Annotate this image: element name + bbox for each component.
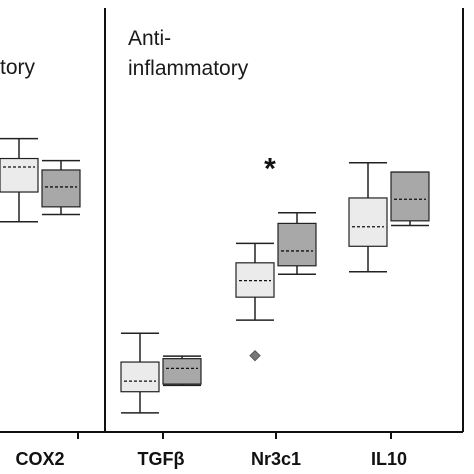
section-label-anti-line1: Anti- <box>128 27 171 50</box>
box-tgfβ-s0 <box>120 332 160 414</box>
x-tick-label-cox2: COX2 <box>15 449 64 469</box>
box-body <box>390 171 430 222</box>
box-body <box>120 361 160 393</box>
box-nr3c1-s1 <box>277 212 317 276</box>
box-body <box>41 169 81 208</box>
outlier-point-0 <box>249 349 261 362</box>
box-nr3c1-s0 <box>235 242 275 362</box>
box-cox2-s0 <box>0 137 39 223</box>
section-label-proinflammatory: tory <box>0 56 36 79</box>
plot-frame <box>0 8 464 439</box>
box-il10-s1 <box>390 171 430 227</box>
box-il10-s0 <box>348 162 388 273</box>
box-group <box>0 137 430 414</box>
x-tick-label-tgf: TGFβ <box>138 449 185 469</box>
section-label-anti-line2: inflammatory <box>128 57 249 80</box>
x-tick-label-nr3c1: Nr3c1 <box>251 449 301 469</box>
x-tick-labels: COX2 TGFβ Nr3c1 IL10 <box>15 449 407 469</box>
annotation-group: * <box>264 153 276 186</box>
box-body <box>348 197 388 247</box>
box-body <box>277 222 317 267</box>
box-body <box>0 157 39 193</box>
box-cox2-s1 <box>41 159 81 216</box>
box-body <box>162 358 202 385</box>
significance-asterisk: * <box>264 153 276 186</box>
box-tgfβ-s1 <box>162 355 202 387</box>
x-tick-label-il10: IL10 <box>371 449 407 469</box>
